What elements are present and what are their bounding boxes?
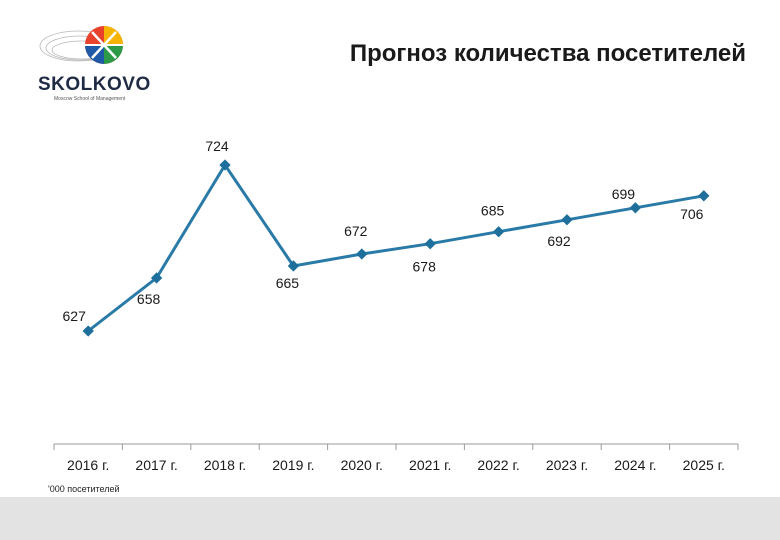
data-label: 665 bbox=[276, 275, 300, 291]
logo-subtext: Moscow School of Management bbox=[54, 96, 126, 102]
x-tick-label: 2018 г. bbox=[204, 457, 246, 473]
x-tick-label: 2024 г. bbox=[614, 457, 656, 473]
data-label: 658 bbox=[137, 291, 161, 307]
footer-bar bbox=[0, 497, 780, 540]
data-label: 724 bbox=[205, 138, 229, 154]
data-label: 706 bbox=[680, 206, 704, 222]
data-point bbox=[629, 202, 642, 214]
skolkovo-logo-icon bbox=[39, 26, 123, 64]
data-point bbox=[356, 248, 368, 260]
data-label: 672 bbox=[344, 223, 368, 239]
series-line bbox=[87, 162, 705, 333]
unit-note: '000 посетителей bbox=[48, 484, 120, 494]
data-point bbox=[287, 260, 300, 272]
data-point bbox=[150, 272, 163, 284]
data-label: 699 bbox=[612, 186, 636, 202]
x-tick-label: 2021 г. bbox=[409, 457, 451, 473]
x-tick-label: 2017 г. bbox=[135, 457, 177, 473]
data-point bbox=[424, 238, 436, 250]
logo-wordmark: SKOLKOVO bbox=[38, 74, 151, 95]
data-point bbox=[561, 214, 573, 226]
data-label: 627 bbox=[63, 308, 87, 324]
x-tick-label: 2023 г. bbox=[546, 457, 588, 473]
data-label: 685 bbox=[481, 203, 505, 219]
x-tick-label: 2022 г. bbox=[477, 457, 519, 473]
x-tick-label: 2020 г. bbox=[341, 457, 383, 473]
data-point bbox=[492, 226, 505, 238]
data-point bbox=[219, 159, 231, 171]
x-tick-label: 2016 г. bbox=[67, 457, 109, 473]
x-tick-label: 2025 г. bbox=[683, 457, 725, 473]
x-tick-label: 2019 г. bbox=[272, 457, 314, 473]
data-label: 692 bbox=[547, 233, 571, 249]
data-label: 678 bbox=[413, 259, 437, 275]
page-title: Прогноз количества посетителей bbox=[349, 40, 746, 67]
data-point bbox=[698, 190, 710, 202]
